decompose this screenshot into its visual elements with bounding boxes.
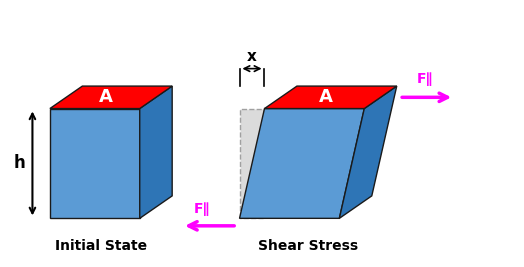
Polygon shape [239,109,364,218]
Text: A: A [99,88,113,106]
Polygon shape [340,86,397,218]
Text: F∥: F∥ [417,72,433,86]
Polygon shape [265,86,397,109]
Polygon shape [239,109,265,218]
Polygon shape [140,86,172,218]
Polygon shape [50,86,172,109]
Text: Shear Stress: Shear Stress [258,239,358,253]
Text: x: x [247,49,257,64]
Text: Initial State: Initial State [55,239,147,253]
Polygon shape [50,109,140,218]
Text: A: A [319,88,333,106]
Text: h: h [14,154,26,172]
Text: F∥: F∥ [194,202,210,216]
